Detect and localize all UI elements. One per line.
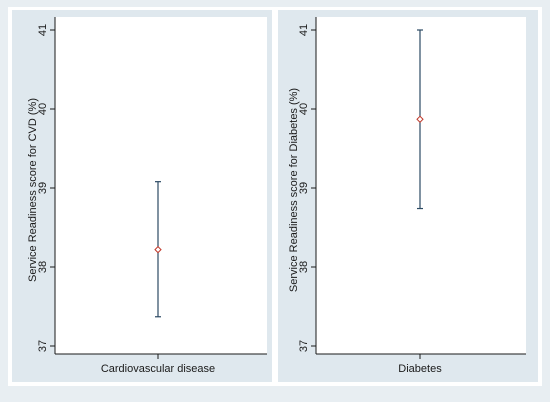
panel-diabetes-ylabel: Service Readiness score for Diabetes (%) [288,88,300,292]
panel-diabetes-point-estimate-marker [416,115,424,123]
y-tick-label: 37 [37,340,49,352]
y-tick-label: 40 [37,103,49,115]
y-tick-label: 38 [37,261,49,273]
y-tick-label: 41 [298,24,310,36]
panel-cvd-plot-area [55,17,267,354]
panel-cvd-category-label: Cardiovascular disease [101,363,215,375]
y-tick-label: 37 [298,340,310,352]
panel-cvd-point-estimate-marker [154,245,162,254]
y-tick-label: 39 [298,182,310,194]
y-tick-label: 39 [37,182,49,194]
y-tick-label: 38 [298,261,310,273]
panel-diabetes: 37 38 39 40 41 Service Readiness score for D… [278,10,538,382]
panel-diabetes-category-label: Diabetes [398,363,442,375]
y-tick-label: 40 [298,103,310,115]
y-tick-label: 41 [37,24,49,36]
panel-cvd: 37 38 39 40 41 Service Readiness score for C… [12,10,272,382]
panel-cvd-ylabel: Service Readiness score for CVD (%) [27,98,39,282]
panel-diabetes-y-ticks: 37 38 39 40 41 [298,24,316,352]
panel-cvd-y-ticks: 37 38 39 40 41 [37,24,55,352]
panel-diabetes-plot-area [316,17,526,354]
